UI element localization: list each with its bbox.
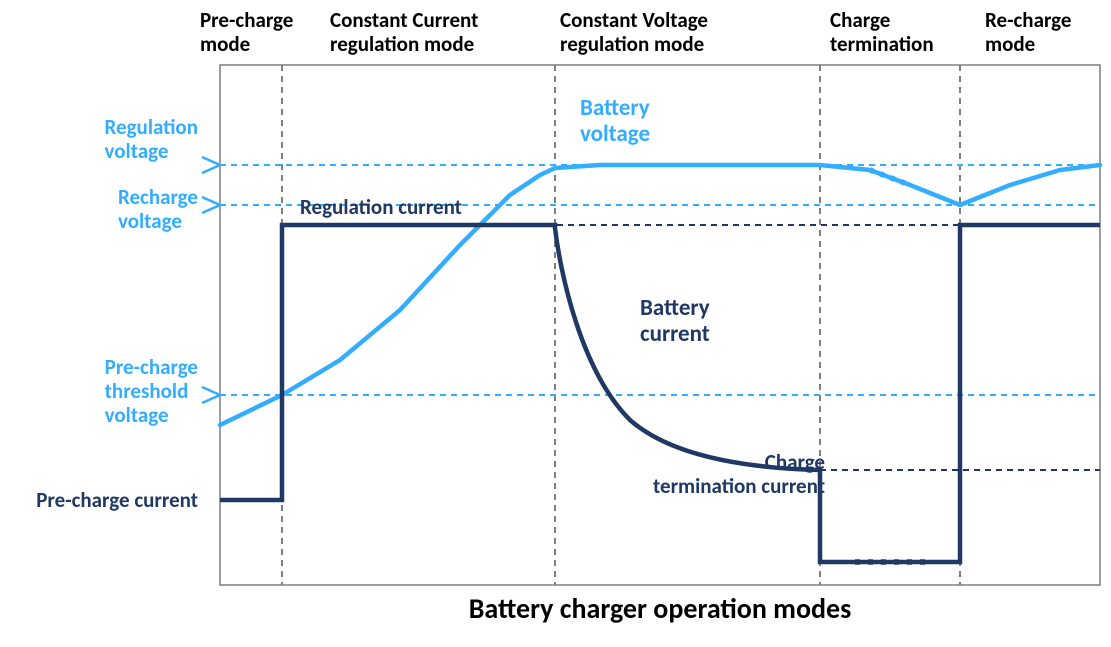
phase-header-line: mode	[200, 32, 293, 56]
inner-label-line: Battery	[580, 95, 650, 121]
inner-label-line: Regulation current	[300, 195, 462, 219]
y-label-line: voltage	[105, 403, 198, 427]
y-axis-label: Rechargevoltage	[118, 185, 198, 233]
phase-header-line: mode	[985, 32, 1071, 56]
phase-header-line: Constant Voltage	[560, 8, 708, 32]
phase-header-line: regulation mode	[560, 32, 708, 56]
y-label-line: Regulation	[105, 115, 199, 139]
y-axis-label: Regulationvoltage	[105, 115, 199, 163]
phase-header-line: Re-charge	[985, 8, 1071, 32]
phase-header-line: termination	[830, 32, 934, 56]
phase-header-line: Pre-charge	[200, 8, 293, 32]
inner-label-line: voltage	[580, 121, 650, 147]
inner-label: Regulation current	[300, 195, 462, 219]
chart-svg	[0, 0, 1111, 642]
inner-label-line: Battery	[640, 295, 710, 321]
phase-header-line: Constant Current	[330, 8, 478, 32]
y-label-line: Pre-charge	[105, 355, 198, 379]
chart-title: Battery charger operation modes	[220, 591, 1100, 626]
y-label-line: Pre-charge current	[36, 488, 198, 512]
y-label-line: voltage	[118, 209, 198, 233]
inner-label: Batteryvoltage	[580, 95, 650, 148]
arrow-icon	[202, 387, 220, 403]
inner-label-line: current	[640, 321, 710, 347]
inner-label-line: termination current	[625, 474, 825, 498]
inner-label: Chargetermination current	[625, 450, 825, 498]
arrow-icon	[202, 197, 220, 213]
phase-header: Pre-chargemode	[200, 8, 293, 56]
y-axis-label: Pre-chargethresholdvoltage	[105, 355, 198, 427]
y-label-line: threshold	[105, 379, 198, 403]
phase-header: Constant Currentregulation mode	[330, 8, 478, 56]
y-axis-label: Pre-charge current	[36, 488, 198, 512]
phase-header: Chargetermination	[830, 8, 934, 56]
y-label-line: Recharge	[118, 185, 198, 209]
y-label-line: voltage	[105, 139, 199, 163]
phase-header: Constant Voltageregulation mode	[560, 8, 708, 56]
arrow-icon	[202, 157, 220, 173]
inner-label: Batterycurrent	[640, 295, 710, 348]
inner-label-line: Charge	[625, 450, 825, 474]
phase-header: Re-chargemode	[985, 8, 1071, 56]
phase-header-line: regulation mode	[330, 32, 478, 56]
phase-header-line: Charge	[830, 8, 934, 32]
